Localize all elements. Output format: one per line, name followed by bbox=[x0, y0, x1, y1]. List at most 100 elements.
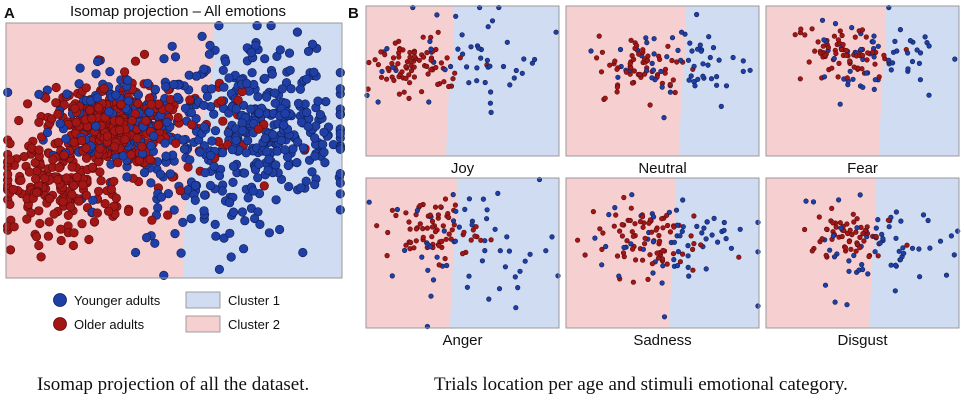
point-younger bbox=[685, 57, 692, 63]
point-younger bbox=[680, 197, 686, 203]
point-older bbox=[56, 235, 66, 246]
point-younger bbox=[104, 107, 114, 117]
scatter-points bbox=[792, 4, 958, 107]
point-older bbox=[424, 49, 430, 56]
point-younger bbox=[847, 68, 853, 74]
point-older bbox=[688, 233, 694, 239]
point-younger bbox=[34, 89, 44, 99]
point-older bbox=[600, 230, 606, 236]
point-older bbox=[89, 217, 99, 227]
point-younger bbox=[755, 219, 761, 225]
point-younger bbox=[892, 288, 898, 294]
point-older bbox=[34, 240, 44, 251]
point-older bbox=[645, 53, 651, 59]
point-older bbox=[126, 150, 136, 160]
point-older bbox=[403, 242, 409, 248]
point-older bbox=[116, 99, 126, 110]
point-younger bbox=[335, 144, 345, 154]
point-younger bbox=[487, 100, 494, 106]
point-younger bbox=[366, 199, 372, 205]
point-older bbox=[218, 116, 228, 126]
point-older bbox=[14, 115, 24, 126]
point-older bbox=[420, 234, 426, 240]
point-older bbox=[443, 236, 449, 242]
point-older bbox=[629, 246, 636, 252]
point-older bbox=[87, 113, 97, 124]
point-younger bbox=[297, 117, 307, 127]
point-younger bbox=[469, 222, 475, 228]
point-older bbox=[366, 59, 372, 66]
point-older bbox=[81, 153, 92, 163]
point-older bbox=[49, 209, 59, 219]
point-older bbox=[407, 57, 413, 63]
point-younger bbox=[671, 239, 678, 245]
point-younger bbox=[179, 144, 190, 154]
point-older bbox=[691, 213, 697, 219]
point-older bbox=[24, 167, 34, 177]
point-younger bbox=[210, 219, 220, 229]
point-younger bbox=[335, 205, 345, 215]
point-younger bbox=[251, 40, 261, 51]
point-younger bbox=[832, 299, 838, 305]
point-younger bbox=[466, 80, 472, 86]
point-older bbox=[44, 217, 54, 227]
point-younger bbox=[167, 41, 177, 51]
point-older bbox=[640, 47, 646, 53]
point-younger bbox=[678, 57, 684, 63]
point-younger bbox=[926, 92, 932, 98]
point-younger bbox=[277, 84, 287, 94]
point-older bbox=[407, 80, 413, 86]
point-younger bbox=[650, 214, 657, 220]
point-older bbox=[667, 81, 673, 88]
point-older bbox=[120, 134, 130, 144]
point-younger bbox=[142, 233, 152, 243]
point-older bbox=[852, 34, 858, 40]
point-younger bbox=[131, 247, 141, 258]
point-older bbox=[446, 83, 452, 90]
point-older bbox=[137, 142, 147, 152]
point-older bbox=[378, 74, 385, 80]
point-older bbox=[43, 231, 54, 241]
scatter-plot-all-emotions bbox=[3, 20, 345, 281]
point-younger bbox=[280, 108, 290, 119]
point-older bbox=[849, 232, 855, 238]
point-older bbox=[460, 251, 466, 257]
point-younger bbox=[335, 84, 345, 94]
point-younger bbox=[854, 225, 860, 231]
point-older bbox=[641, 241, 648, 247]
point-older bbox=[417, 203, 423, 209]
scatter-points bbox=[801, 192, 961, 308]
point-younger bbox=[872, 249, 878, 255]
panel-a-title: Isomap projection – All emotions bbox=[70, 3, 286, 20]
point-younger bbox=[441, 228, 447, 234]
point-older bbox=[145, 154, 155, 165]
point-younger bbox=[837, 101, 843, 107]
point-older bbox=[139, 49, 150, 60]
point-older bbox=[51, 82, 61, 93]
point-older bbox=[843, 47, 849, 54]
point-older bbox=[611, 223, 617, 229]
point-older bbox=[403, 75, 409, 81]
point-younger bbox=[390, 64, 396, 70]
point-older bbox=[81, 143, 91, 153]
point-younger bbox=[830, 233, 836, 239]
cluster2-region bbox=[566, 6, 686, 156]
point-younger bbox=[846, 258, 852, 264]
point-younger bbox=[714, 239, 721, 245]
point-older bbox=[806, 59, 812, 65]
point-younger bbox=[695, 76, 701, 82]
point-younger bbox=[248, 186, 258, 196]
point-older bbox=[865, 50, 871, 56]
point-younger bbox=[659, 84, 665, 90]
point-younger bbox=[529, 60, 536, 66]
point-older bbox=[628, 205, 634, 211]
point-older bbox=[596, 33, 602, 39]
point-older bbox=[844, 221, 850, 227]
point-younger bbox=[703, 266, 709, 272]
point-older bbox=[670, 77, 676, 83]
point-younger bbox=[480, 196, 487, 202]
point-older bbox=[670, 251, 677, 257]
point-older bbox=[619, 233, 626, 239]
point-older bbox=[598, 69, 605, 75]
